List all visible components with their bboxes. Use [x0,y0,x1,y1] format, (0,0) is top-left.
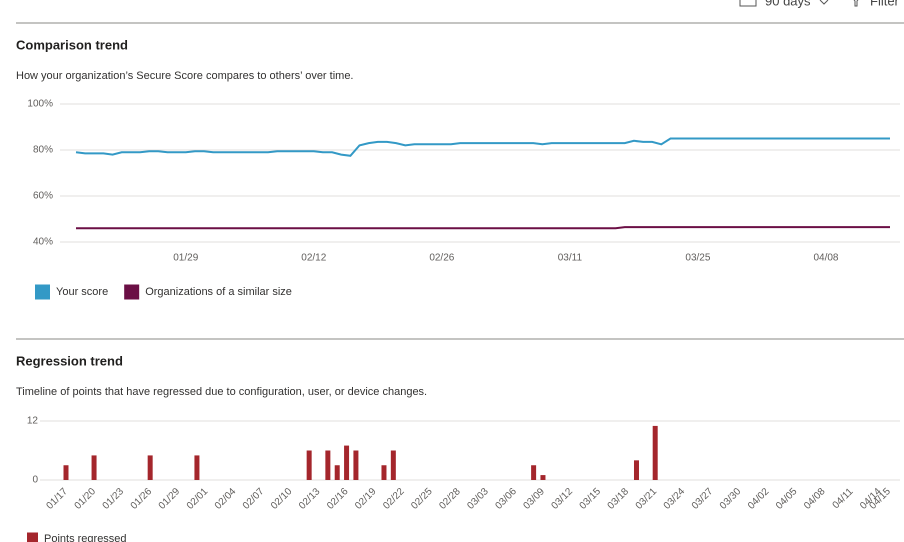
bar [306,450,312,480]
x-tick-label: 03/11 [558,253,583,264]
x-tick-label: 02/16 [325,486,351,512]
bar [147,455,153,480]
x-tick-label: 02/04 [213,486,239,512]
line-series [76,226,890,230]
bar [390,450,396,480]
legend-label: Organizations of a similar size [145,286,292,298]
x-tick-label: 01/26 [129,486,155,512]
section-title: Comparison trend [16,37,128,52]
x-tick-label: 03/30 [718,486,744,512]
x-tick-label: 04/11 [831,486,856,511]
x-tick-label: 04/02 [746,486,772,512]
y-tick-label: 0 [32,475,38,486]
bar [344,445,350,480]
y-tick-label: 60% [33,191,53,202]
toolbar: 90 days Filter [739,0,900,8]
bar [91,455,97,480]
y-tick-label: 80% [33,145,53,156]
bar [540,475,546,480]
x-tick-label: 02/19 [353,486,379,512]
x-tick-label: 04/08 [802,486,828,512]
x-tick-label: 03/24 [662,486,688,512]
bar [531,465,537,480]
x-tick-label: 02/01 [185,486,211,512]
filter-icon[interactable] [851,0,861,7]
x-tick-label: 01/17 [45,486,71,512]
bar [652,425,658,480]
x-tick-label: 01/29 [157,486,183,512]
bar [325,450,331,480]
x-tick-label: 02/28 [437,486,463,512]
bar [63,465,69,480]
chevron[interactable] [819,0,829,5]
y-tick-label: 12 [27,416,39,427]
x-tick-label: 04/05 [774,486,800,512]
x-tick-label: 03/09 [521,486,547,512]
x-tick-label: 02/26 [429,253,454,264]
legend-swatch [27,532,38,542]
x-tick-label: 02/22 [381,486,407,512]
bar [194,455,200,480]
x-tick-label: 01/23 [101,486,127,512]
section-subtitle: How your organization’s Secure Score com… [16,70,354,82]
bar [334,465,340,480]
y-tick-label: 40% [33,237,53,248]
filter-button[interactable]: Filter [870,0,900,8]
y-tick-label: 100% [27,99,53,110]
period-selector[interactable]: 90 days [765,0,811,8]
section-title: Regression trend [16,353,123,368]
x-tick-label: 04/08 [813,253,838,264]
x-tick-label: 03/03 [465,486,491,512]
line-series [75,137,890,157]
x-tick-label: 02/07 [241,486,267,512]
x-tick-label: 03/06 [493,486,519,512]
bar [633,460,639,480]
x-tick-label: 03/21 [634,486,660,512]
x-tick-label: 02/12 [301,253,326,264]
section-subtitle: Timeline of points that have regressed d… [16,386,427,398]
legend-label: Points regressed [44,533,127,542]
legend-swatch [35,284,50,300]
x-tick-label: 02/10 [269,486,295,512]
x-tick-label: 02/13 [297,486,323,512]
legend-label: Your score [56,286,108,298]
x-tick-label: 03/25 [685,253,710,264]
calendar-icon[interactable] [739,0,757,7]
x-tick-label: 01/29 [173,253,198,264]
bar [353,450,359,480]
x-tick-label: 01/20 [73,486,99,512]
legend-swatch [124,284,140,300]
x-tick-label: 03/27 [690,486,716,512]
x-tick-label: 03/15 [578,486,604,512]
bar [381,465,387,480]
x-tick-label: 02/25 [409,486,435,512]
x-tick-label: 03/12 [550,486,576,512]
x-tick-label: 03/18 [606,486,632,512]
